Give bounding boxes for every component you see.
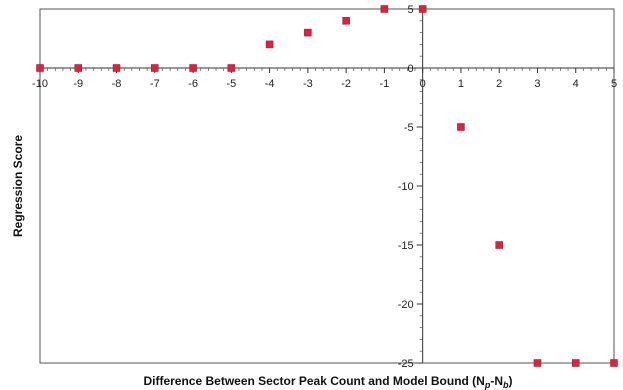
data-point [74, 64, 83, 72]
y-tick-label: -10 [398, 181, 414, 193]
x-axis-title-sub-p: p [484, 380, 491, 390]
x-axis-title-main: Difference Between Sector Peak Count and… [143, 374, 484, 388]
data-point [533, 359, 542, 367]
y-tick-label: 0 [408, 63, 414, 75]
x-tick-label: -4 [265, 78, 275, 90]
x-tick-label: 5 [611, 78, 617, 90]
data-points [36, 5, 618, 367]
x-tick-label: -5 [226, 78, 236, 90]
plot-area [39, 8, 615, 364]
x-tick-label: 0 [420, 78, 426, 90]
x-axis-title-sub-b: b [503, 380, 509, 390]
data-point [610, 359, 618, 367]
x-axis-title-dash: -N [490, 374, 503, 388]
data-point [112, 64, 121, 72]
y-tick-label: -20 [398, 299, 414, 311]
x-tick-label: -7 [150, 78, 160, 90]
y-axis-title: Regression Score [11, 135, 25, 237]
x-tick-label: -2 [341, 78, 351, 90]
x-tick-labels: -10 -9 -8 -7 -6 -5 -4 -3 -2 -1 0 1 2 3 4 5 [32, 78, 617, 90]
data-point [151, 64, 159, 72]
data-point [571, 359, 580, 367]
y-tick-labels: 5 0 -5 -10 -15 -20 -25 [398, 4, 414, 370]
x-tick-label: -10 [32, 78, 48, 90]
data-point [457, 123, 465, 131]
x-tick-label: 1 [458, 78, 464, 90]
data-point [380, 5, 389, 13]
data-point [304, 28, 312, 37]
x-axis-title-close: ) [509, 374, 513, 388]
x-tick-label: 2 [496, 78, 502, 90]
data-point [418, 5, 427, 13]
y-tick-label: 5 [408, 4, 414, 16]
y-tick-label: -15 [398, 240, 414, 252]
x-tick-label: -9 [73, 78, 83, 90]
data-point [265, 40, 274, 49]
y-tick-label: -5 [404, 122, 414, 134]
data-point [36, 64, 44, 72]
data-point [189, 64, 197, 72]
data-point [227, 64, 236, 72]
x-tick-label: -3 [303, 78, 313, 90]
x-tick-label: -6 [188, 78, 198, 90]
x-tick-label: -8 [112, 78, 122, 90]
x-tick-label: 4 [573, 78, 579, 90]
y-tick-label: -25 [398, 358, 414, 370]
x-tick-label: -1 [380, 78, 390, 90]
x-axis-title: Difference Between Sector Peak Count and… [143, 374, 512, 390]
data-point [342, 17, 350, 25]
x-tick-label: 3 [534, 78, 540, 90]
data-point [495, 241, 503, 249]
